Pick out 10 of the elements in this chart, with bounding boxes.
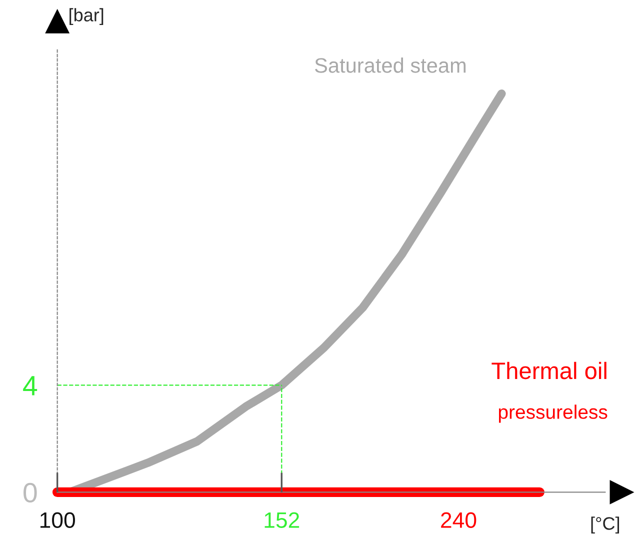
y-tick-label: 0 — [24, 482, 37, 503]
y-axis-title: [bar] — [70, 8, 104, 26]
x-axis-title: [°C] — [591, 516, 620, 534]
series-label: Saturated steam — [315, 58, 466, 73]
annotation: pressureless — [498, 404, 608, 423]
x-tick-label: 152 — [264, 512, 300, 528]
y-tick-label: 4 — [23, 376, 38, 396]
x-tick-label: 100 — [40, 512, 75, 528]
annotation: 240 — [441, 512, 476, 528]
text: Thermal oil — [492, 362, 606, 380]
